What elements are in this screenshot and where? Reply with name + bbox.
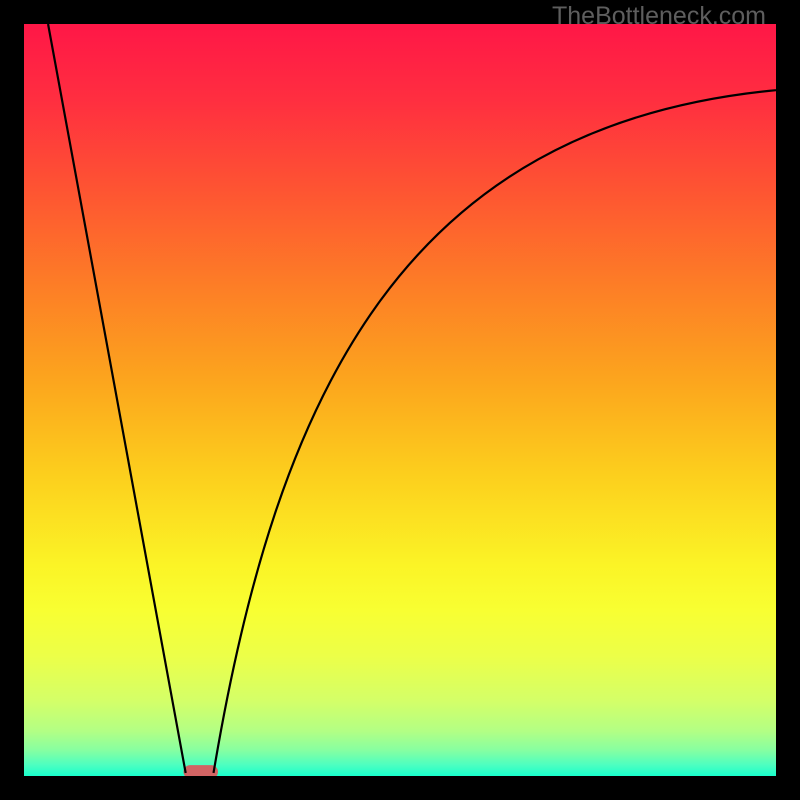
gradient-background [24, 24, 776, 776]
chart-canvas [0, 0, 800, 800]
watermark-label: TheBottleneck.com [552, 2, 766, 31]
